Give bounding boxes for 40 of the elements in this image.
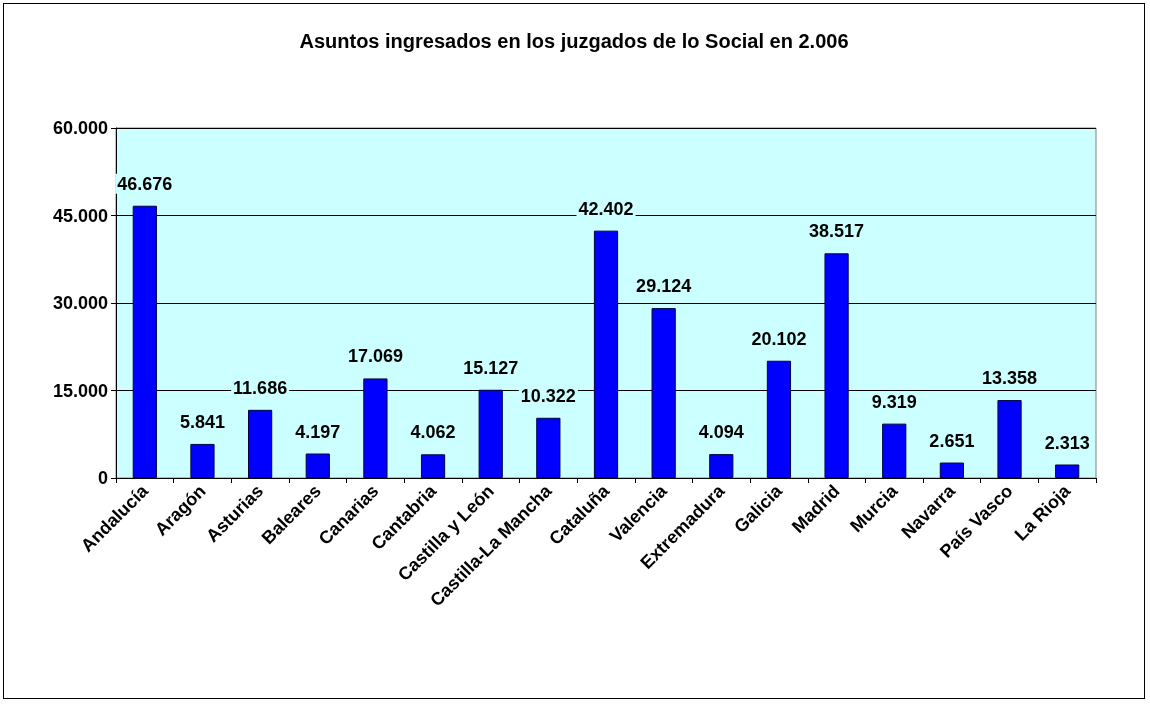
data-label: 11.686: [233, 377, 288, 398]
bar: [651, 308, 676, 478]
data-label: 9.319: [871, 391, 917, 412]
data-label: 20.102: [751, 328, 807, 349]
y-tick-label: 15.000: [52, 380, 108, 401]
bar: [248, 409, 273, 478]
bar: [478, 389, 503, 478]
bar: [420, 454, 446, 478]
data-label: 15.127: [463, 357, 519, 378]
y-tick-label: 60.000: [52, 118, 108, 138]
bar: [536, 417, 561, 478]
data-label: 42.402: [578, 198, 634, 219]
data-label: 2.313: [1044, 432, 1090, 453]
data-label: 5.841: [179, 411, 225, 432]
data-label: 46.676: [117, 173, 173, 194]
data-label: 2.651: [929, 430, 975, 451]
bar: [363, 378, 388, 478]
data-label: 4.094: [698, 422, 744, 443]
bar: [824, 253, 849, 478]
data-label: 13.358: [982, 368, 1038, 389]
bar: [766, 360, 792, 478]
bar: [882, 423, 907, 478]
bar: [709, 454, 734, 478]
y-tick-label: 0: [97, 468, 108, 488]
bar: [997, 400, 1022, 478]
data-label: 4.197: [295, 421, 341, 442]
data-label: 17.069: [347, 346, 403, 367]
bar: [132, 205, 157, 478]
chart-title: Asuntos ingresados en los juzgados de lo Social en 2.006: [299, 30, 849, 52]
bar: [1055, 464, 1080, 478]
data-label: 29.124: [636, 276, 692, 297]
y-tick-label: 45.000: [52, 205, 108, 226]
bar: [593, 230, 619, 478]
data-label: 10.322: [520, 385, 576, 406]
bar: [190, 443, 215, 478]
data-label: 4.062: [410, 422, 456, 443]
bar: [305, 453, 330, 478]
bar: [939, 462, 964, 478]
y-tick-label: 30.000: [52, 293, 108, 313]
data-label: 38.517: [809, 221, 865, 242]
